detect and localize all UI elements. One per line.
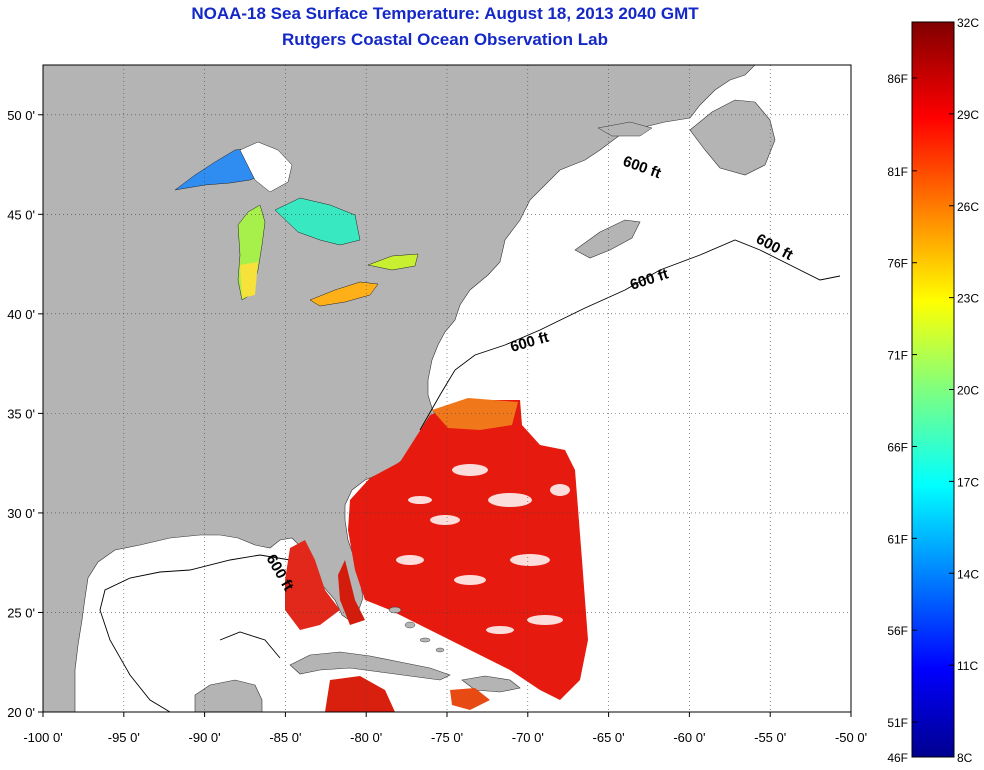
lake-huron (274, 197, 361, 246)
sst-swath-gulf-west-florida (285, 540, 340, 630)
colorbar-label-fahrenheit: 51F (887, 716, 908, 730)
map-title: NOAA-18 Sea Surface Temperature: August … (191, 4, 699, 23)
map-subtitle: Rutgers Coastal Ocean Observation Lab (282, 30, 608, 49)
lon-tick-label: -95 0' (108, 730, 140, 745)
colorbar-label-celsius: 14C (957, 567, 979, 581)
lat-tick-label: 30 0' (7, 506, 35, 521)
nova-scotia-land (574, 219, 641, 259)
colorbar-label-celsius: 23C (957, 292, 979, 306)
lake-erie (309, 281, 379, 307)
colorbar-label-fahrenheit: 56F (887, 624, 908, 638)
colorbar-label-celsius: 29C (957, 108, 979, 122)
lon-tick-label: -65 0' (593, 730, 625, 745)
lon-tick-label: -70 0' (512, 730, 544, 745)
colorbar-label-celsius: 20C (957, 384, 979, 398)
cuba-land (289, 651, 451, 681)
colorbar-label-fahrenheit: 86F (887, 72, 908, 86)
lat-tick-label: 20 0' (7, 705, 35, 720)
lon-tick-label: -85 0' (269, 730, 301, 745)
map-area: 600 ft 600 ft 600 ft 600 ft 600 ft (43, 65, 851, 712)
bahamas-islands (388, 606, 445, 653)
lat-tick-label: 25 0' (7, 605, 35, 620)
sst-swath-caribbean-east (450, 688, 490, 710)
colorbar-label-fahrenheit: 81F (887, 165, 908, 179)
colorbar (911, 21, 955, 758)
latitude-axis: 20 0' 25 0' 30 0' 35 0' 40 0' 45 0' 50 0' (7, 108, 43, 720)
shelf-contour (419, 239, 841, 431)
colorbar-label-fahrenheit: 76F (887, 257, 908, 271)
gulf-contour (99, 554, 291, 712)
lon-tick-label: -90 0' (189, 730, 221, 745)
lat-tick-label: 40 0' (7, 307, 35, 322)
anticosti-land (597, 121, 653, 137)
newfoundland-land (689, 99, 776, 176)
yucatan-land (194, 679, 263, 712)
colorbar-label-fahrenheit: 66F (887, 440, 908, 454)
colorbar-label-celsius: 8C (957, 751, 973, 765)
sst-swath-caribbean (325, 676, 395, 712)
lat-tick-label: 45 0' (7, 207, 35, 222)
colorbar-label-celsius: 17C (957, 475, 979, 489)
north-america-land (43, 65, 756, 712)
colorbar-labels: 32C 29C 26C 23C 20C 17C 14C 11C 8C 86F 81F 76F 71F 66… (887, 16, 979, 765)
lon-tick-label: -50 0' (835, 730, 867, 745)
lon-tick-label: -100 0' (23, 730, 62, 745)
lat-tick-label: 50 0' (7, 108, 35, 123)
lake-ontario (367, 253, 419, 271)
lat-tick-label: 35 0' (7, 406, 35, 421)
longitude-axis: -100 0' -95 0' -90 0' -85 0' -80 0' -75 0' -70… (23, 712, 867, 745)
colorbar-label-fahrenheit: 61F (887, 532, 908, 546)
lon-tick-label: -55 0' (754, 730, 786, 745)
sst-swath-warm-north (432, 398, 518, 430)
gulf-shelf-edge (219, 631, 281, 659)
colorbar-label-fahrenheit: 46F (887, 751, 908, 765)
lake-superior-east-nodata (239, 141, 293, 193)
lon-tick-label: -80 0' (350, 730, 382, 745)
colorbar-label-fahrenheit: 71F (887, 349, 908, 363)
graticule (43, 65, 851, 712)
colorbar-label-celsius: 11C (957, 659, 978, 673)
colorbar-label-celsius: 32C (957, 16, 979, 30)
colorbar-label-celsius: 26C (957, 200, 979, 214)
sst-swath-florida-straits (338, 560, 365, 625)
lon-tick-label: -75 0' (431, 730, 463, 745)
cloud-gaps (396, 464, 570, 634)
lake-sw-warm-patch (240, 262, 258, 298)
lon-tick-label: -60 0' (673, 730, 705, 745)
